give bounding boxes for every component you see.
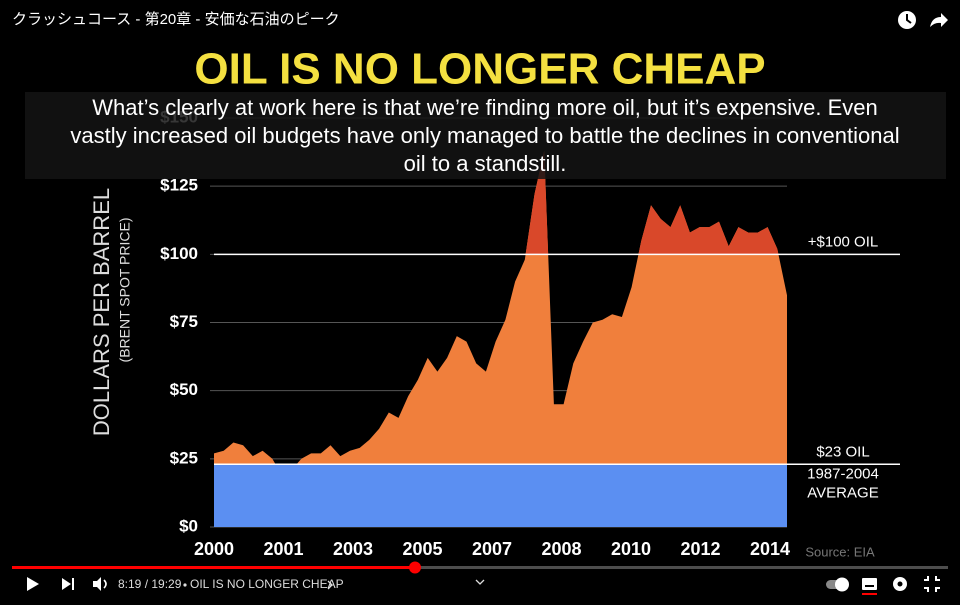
x-tick-label: 2005 (402, 539, 442, 559)
y-tick-label: $75 (170, 312, 198, 331)
caption-line: vastly increased oil budgets have only m… (70, 123, 899, 148)
y-tick-label: $100 (160, 244, 198, 263)
progress-played (12, 566, 415, 569)
watch-later-button[interactable] (898, 11, 916, 29)
fullscreen-button[interactable] (924, 576, 940, 592)
chapter-title[interactable]: OIL IS NO LONGER CHEAP (190, 577, 344, 591)
x-tick-label: 2012 (680, 539, 720, 559)
video-title[interactable]: クラッシュコース - 第20章 - 安価な石油のピーク (12, 10, 340, 28)
x-tick-label: 2014 (750, 539, 790, 559)
y-tick-label: $125 (160, 176, 198, 195)
reference-label: +$100 OIL (808, 233, 878, 250)
x-tick-label: 2000 (194, 539, 234, 559)
progress-scrubber[interactable] (409, 561, 421, 574)
volume-button[interactable] (93, 577, 107, 591)
chapter-chevron[interactable] (327, 580, 333, 590)
y-axis-sublabel: (BRENT SPOT PRICE) (117, 218, 133, 363)
progress-track[interactable] (12, 566, 948, 569)
autoplay-toggle[interactable] (826, 577, 849, 592)
y-tick-label: $25 (170, 448, 198, 467)
caption-line: oil to a standstill. (404, 151, 567, 176)
time-display: 8:19 / 19:29 (118, 577, 182, 591)
separator (183, 583, 187, 587)
share-button[interactable] (930, 13, 948, 27)
average-band (214, 464, 787, 527)
y-tick-label: $0 (179, 516, 198, 535)
annotation: AVERAGE (807, 484, 878, 501)
reference-label: $23 OIL (816, 443, 869, 460)
chart: $0$25$50$75$100$125$150+$100 OIL$23 OIL1… (89, 107, 900, 559)
x-tick-label: 2003 (333, 539, 373, 559)
settings-button[interactable] (893, 577, 907, 591)
play-button[interactable] (27, 577, 39, 591)
price-area (214, 150, 787, 465)
chart-title: OIL IS NO LONGER CHEAP (194, 45, 765, 94)
next-button[interactable] (62, 578, 74, 590)
x-tick-label: 2001 (263, 539, 303, 559)
caption-box (25, 92, 946, 179)
source-note: Source: EIA (805, 544, 875, 559)
annotation: 1987-2004 (807, 465, 879, 482)
expand-chevron[interactable] (475, 579, 485, 585)
y-axis-label: DOLLARS PER BARREL (89, 188, 114, 436)
subtitles-button[interactable] (862, 578, 877, 595)
x-tick-label: 2008 (541, 539, 581, 559)
x-tick-label: 2010 (611, 539, 651, 559)
price-area-above-100 (525, 150, 779, 255)
caption-line: What’s clearly at work here is that we’r… (92, 95, 877, 120)
x-tick-label: 2007 (472, 539, 512, 559)
y-tick-label: $50 (170, 380, 198, 399)
